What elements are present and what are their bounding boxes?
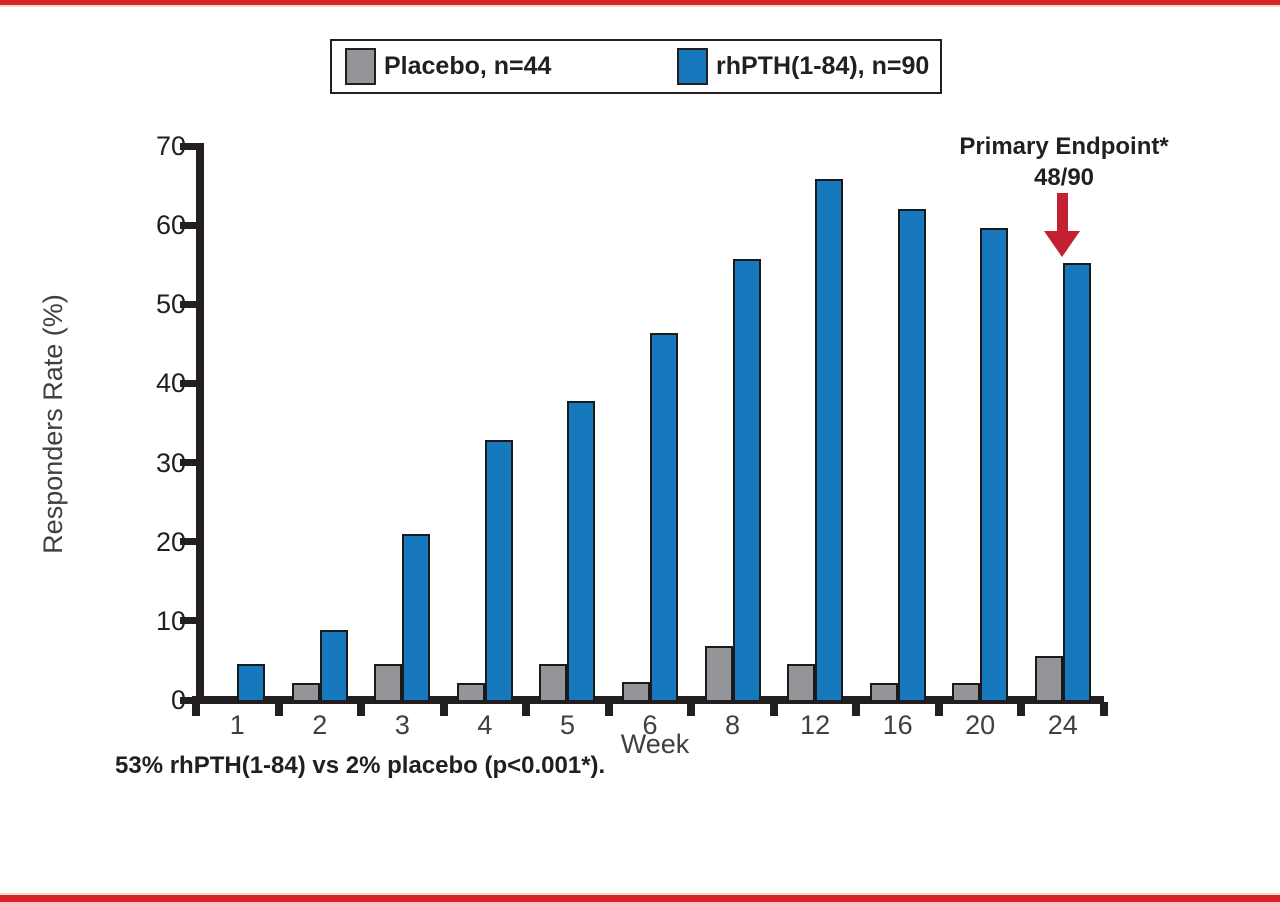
bar-placebo-week-16 <box>869 682 898 700</box>
x-axis-tick-label: 3 <box>394 710 410 740</box>
y-axis-tick-label: 10 <box>155 605 186 636</box>
footnote: 53% rhPTH(1-84) vs 2% placebo (p<0.001*)… <box>115 752 606 779</box>
bar-placebo-week-4 <box>456 682 485 700</box>
y-axis-tick <box>180 142 197 150</box>
x-axis-tick <box>769 702 778 716</box>
rhpth-swatch-icon <box>677 48 708 85</box>
bar-placebo-week-3 <box>374 664 403 700</box>
x-axis-tick-label: 4 <box>477 710 493 740</box>
x-axis-tick <box>192 702 200 716</box>
x-axis-tick <box>604 702 613 716</box>
bar-rhpth-week-16 <box>897 208 926 700</box>
x-axis-tick <box>1100 702 1108 716</box>
legend-label-placebo: Placebo, n=44 <box>384 52 552 80</box>
y-axis-tick <box>180 696 197 704</box>
x-axis-tick-label: 1 <box>229 710 245 740</box>
y-axis-title: Responders Rate (%) <box>38 294 68 554</box>
y-axis-tick-label: 50 <box>155 289 186 320</box>
bar-rhpth-week-12 <box>815 179 844 700</box>
x-axis-tick-label: 8 <box>725 710 741 740</box>
y-axis-tick-label: 40 <box>155 368 186 399</box>
x-axis-tick <box>522 702 531 716</box>
x-axis-tick-label: 16 <box>882 710 913 740</box>
y-axis-tick-label: 30 <box>155 447 186 478</box>
y-axis-tick <box>180 538 197 546</box>
bar-rhpth-week-4 <box>484 439 513 700</box>
bar-placebo-week-2 <box>291 682 320 700</box>
x-axis-tick <box>687 702 696 716</box>
bar-placebo-week-12 <box>787 664 816 700</box>
y-axis-tick-label: 20 <box>155 526 186 557</box>
primary-endpoint-annotation: Primary Endpoint* 48/90 <box>933 131 1195 193</box>
x-axis-tick <box>852 702 861 716</box>
chart-legend: Placebo, n=44 rhPTH(1-84), n=90 <box>330 39 942 94</box>
x-axis-line <box>192 696 1104 704</box>
x-axis-title: Week <box>620 729 690 759</box>
legend-label-rhpth: rhPTH(1-84), n=90 <box>716 52 930 80</box>
bar-rhpth-week-20 <box>980 227 1009 700</box>
y-axis-tick <box>180 379 197 387</box>
y-axis-tick <box>180 459 197 467</box>
top-accent-bar-fade <box>0 5 1280 7</box>
x-axis-tick-label: 6 <box>642 710 658 740</box>
bar-rhpth-week-2 <box>319 630 348 700</box>
legend-item-rhpth: rhPTH(1-84), n=90 <box>677 41 929 92</box>
bottom-accent-bar-fade <box>0 893 1280 895</box>
bar-rhpth-week-24 <box>1062 263 1091 700</box>
bar-placebo-week-8 <box>704 646 733 700</box>
x-axis-tick <box>357 702 366 716</box>
bar-rhpth-week-6 <box>650 332 678 700</box>
x-axis-tick-label: 2 <box>312 710 328 740</box>
bar-rhpth-week-5 <box>567 400 596 700</box>
x-axis-tick-label: 20 <box>965 710 996 740</box>
y-axis-tick <box>180 617 197 625</box>
primary-endpoint-value: 48/90 <box>1033 164 1095 191</box>
y-axis-line <box>196 143 204 700</box>
y-axis-tick-label: 70 <box>155 131 186 161</box>
x-axis-tick <box>1017 702 1026 716</box>
bar-rhpth-week-8 <box>732 259 761 700</box>
x-axis-tick-label: 12 <box>800 710 831 740</box>
x-axis-tick <box>934 702 943 716</box>
placebo-swatch-icon <box>345 48 376 85</box>
bar-placebo-week-24 <box>1034 656 1063 700</box>
y-axis-tick <box>180 300 197 308</box>
down-arrow-shaft <box>1057 193 1068 233</box>
x-axis-tick-label: 5 <box>559 710 575 740</box>
bar-placebo-week-6 <box>622 681 650 700</box>
primary-endpoint-label: Primary Endpoint* <box>959 133 1169 160</box>
x-axis-tick <box>274 702 283 716</box>
y-axis-tick-label: 0 <box>170 685 186 715</box>
bar-rhpth-week-1 <box>237 664 266 700</box>
bar-placebo-week-5 <box>539 664 568 700</box>
top-accent-bar <box>0 0 1280 5</box>
x-axis-tick-label: 24 <box>1047 710 1078 740</box>
y-axis-tick-label: 60 <box>155 210 186 241</box>
bar-placebo-week-20 <box>952 682 981 700</box>
y-axis-tick <box>180 221 197 229</box>
down-arrow-head <box>1044 231 1080 257</box>
x-axis-tick <box>439 702 448 716</box>
legend-item-placebo: Placebo, n=44 <box>345 41 551 92</box>
bottom-accent-bar <box>0 895 1280 902</box>
bar-rhpth-week-3 <box>402 533 431 700</box>
